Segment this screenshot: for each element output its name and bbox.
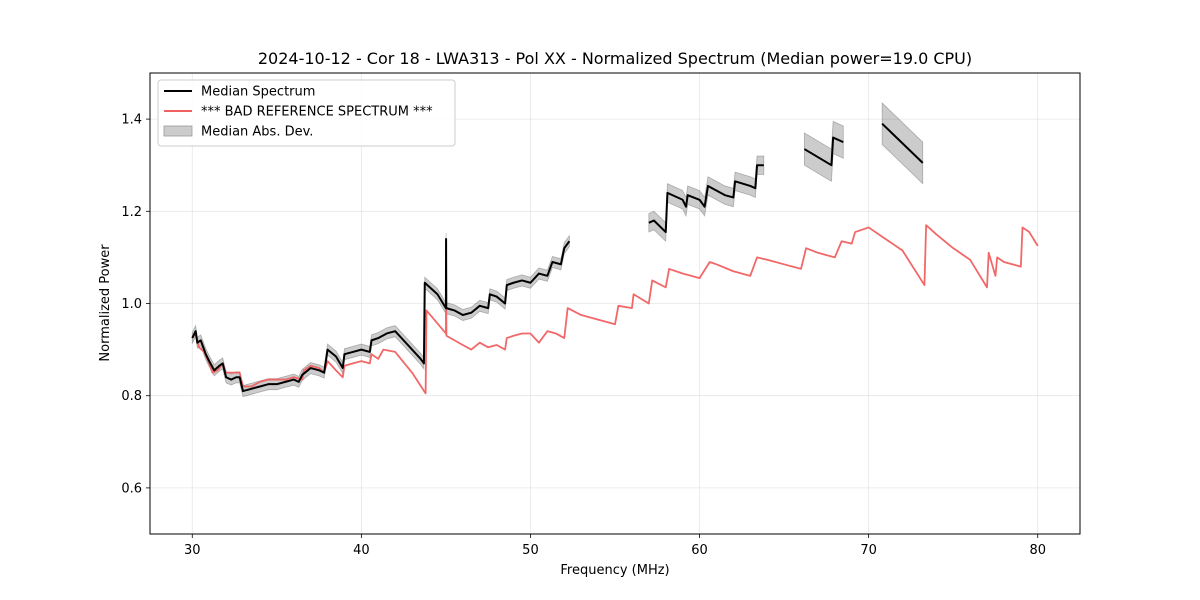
y-tick-label: 0.6 bbox=[121, 481, 142, 496]
x-tick-label: 30 bbox=[184, 543, 201, 558]
legend-label: *** BAD REFERENCE SPECTRUM *** bbox=[201, 105, 433, 120]
median-spectrum-line bbox=[191, 237, 571, 393]
y-axis-label: Normalized Power bbox=[98, 244, 113, 362]
median-spectrum-line bbox=[803, 136, 844, 167]
chart-title: 2024-10-12 - Cor 18 - LWA313 - Pol XX - … bbox=[258, 49, 972, 68]
legend-label: Median Abs. Dev. bbox=[201, 125, 313, 140]
x-tick-label: 50 bbox=[522, 543, 539, 558]
series-lines bbox=[191, 122, 1039, 395]
axis-ticks: 30 40 50 60 70 80 0.6 0.8 1.0 1.2 1.4 bbox=[121, 113, 1046, 558]
x-tick-label: 60 bbox=[691, 543, 708, 558]
x-tick-label: 70 bbox=[860, 543, 877, 558]
reference-spectrum-line bbox=[191, 224, 1039, 395]
legend-label: Median Spectrum bbox=[201, 85, 315, 100]
mad-band-segment bbox=[191, 233, 570, 398]
y-tick-label: 1.2 bbox=[121, 205, 142, 220]
grid bbox=[150, 73, 1080, 534]
median-spectrum-line bbox=[881, 122, 924, 164]
legend: Median Spectrum *** BAD REFERENCE SPECTRU… bbox=[157, 79, 456, 147]
x-axis-label: Frequency (MHz) bbox=[560, 563, 669, 578]
median-spectrum-line bbox=[648, 164, 764, 234]
legend-box bbox=[157, 79, 456, 147]
y-tick-label: 0.8 bbox=[121, 389, 142, 404]
x-tick-label: 80 bbox=[1029, 543, 1046, 558]
y-tick-label: 1.4 bbox=[121, 113, 142, 128]
y-tick-label: 1.0 bbox=[121, 297, 142, 312]
legend-swatch bbox=[163, 125, 193, 137]
x-tick-label: 40 bbox=[353, 543, 370, 558]
